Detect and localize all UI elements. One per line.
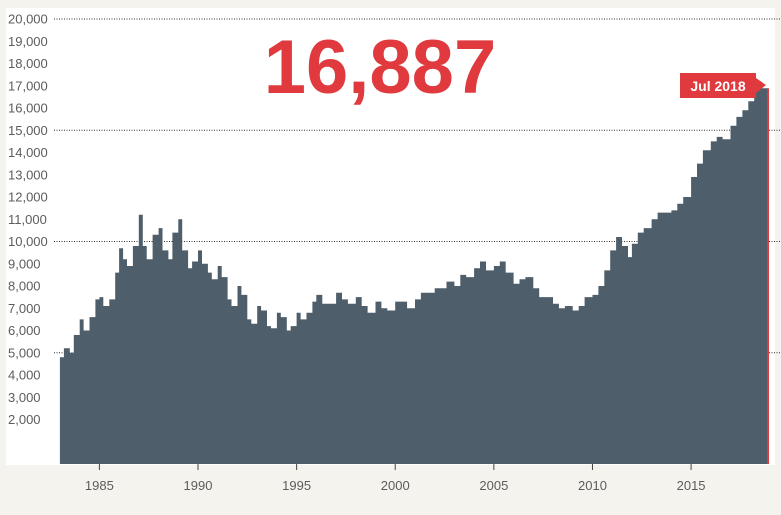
y-tick-label: 13,000	[8, 167, 48, 182]
y-tick-label: 3,000	[8, 390, 41, 405]
y-tick-label: 20,000	[8, 12, 48, 27]
y-tick-label: 8,000	[8, 279, 41, 294]
x-tick-label: 1995	[282, 478, 311, 493]
y-tick-label: 4,000	[8, 368, 41, 383]
area-layer	[59, 88, 769, 465]
y-tick-label: 18,000	[8, 56, 48, 71]
y-tick-label: 5,000	[8, 345, 41, 360]
x-tick-label: 2005	[479, 478, 508, 493]
x-tick-label: 1990	[184, 478, 213, 493]
date-badge: Jul 2018	[680, 73, 766, 98]
x-tick-label: 2010	[578, 478, 607, 493]
x-tick-label: 2000	[381, 478, 410, 493]
date-badge-box	[680, 73, 756, 98]
y-tick-label: 16,000	[8, 101, 48, 116]
date-badge-label: Jul 2018	[690, 78, 745, 94]
x-tick-label: 1985	[85, 478, 114, 493]
y-tick-label: 10,000	[8, 234, 48, 249]
y-tick-label: 9,000	[8, 256, 41, 271]
x-axis: 1985 1990 1995 2000 2005 2010 2015	[85, 464, 706, 493]
x-tick-label: 2015	[677, 478, 706, 493]
y-tick-label: 12,000	[8, 190, 48, 205]
date-badge-pointer	[756, 78, 766, 93]
y-tick-label: 19,000	[8, 34, 48, 49]
y-tick-label: 15,000	[8, 123, 48, 138]
y-tick-label: 6,000	[8, 323, 41, 338]
y-tick-label: 17,000	[8, 78, 48, 93]
y-axis: 2,000 3,000 4,000 5,000 6,000 7,000 8,000 9,000…	[8, 12, 48, 428]
y-tick-label: 2,000	[8, 412, 41, 427]
y-tick-label: 14,000	[8, 145, 48, 160]
y-tick-label: 11,000	[8, 212, 47, 227]
series-area	[59, 88, 768, 465]
headline-value: 16,887	[264, 25, 496, 110]
y-tick-label: 7,000	[8, 301, 41, 316]
